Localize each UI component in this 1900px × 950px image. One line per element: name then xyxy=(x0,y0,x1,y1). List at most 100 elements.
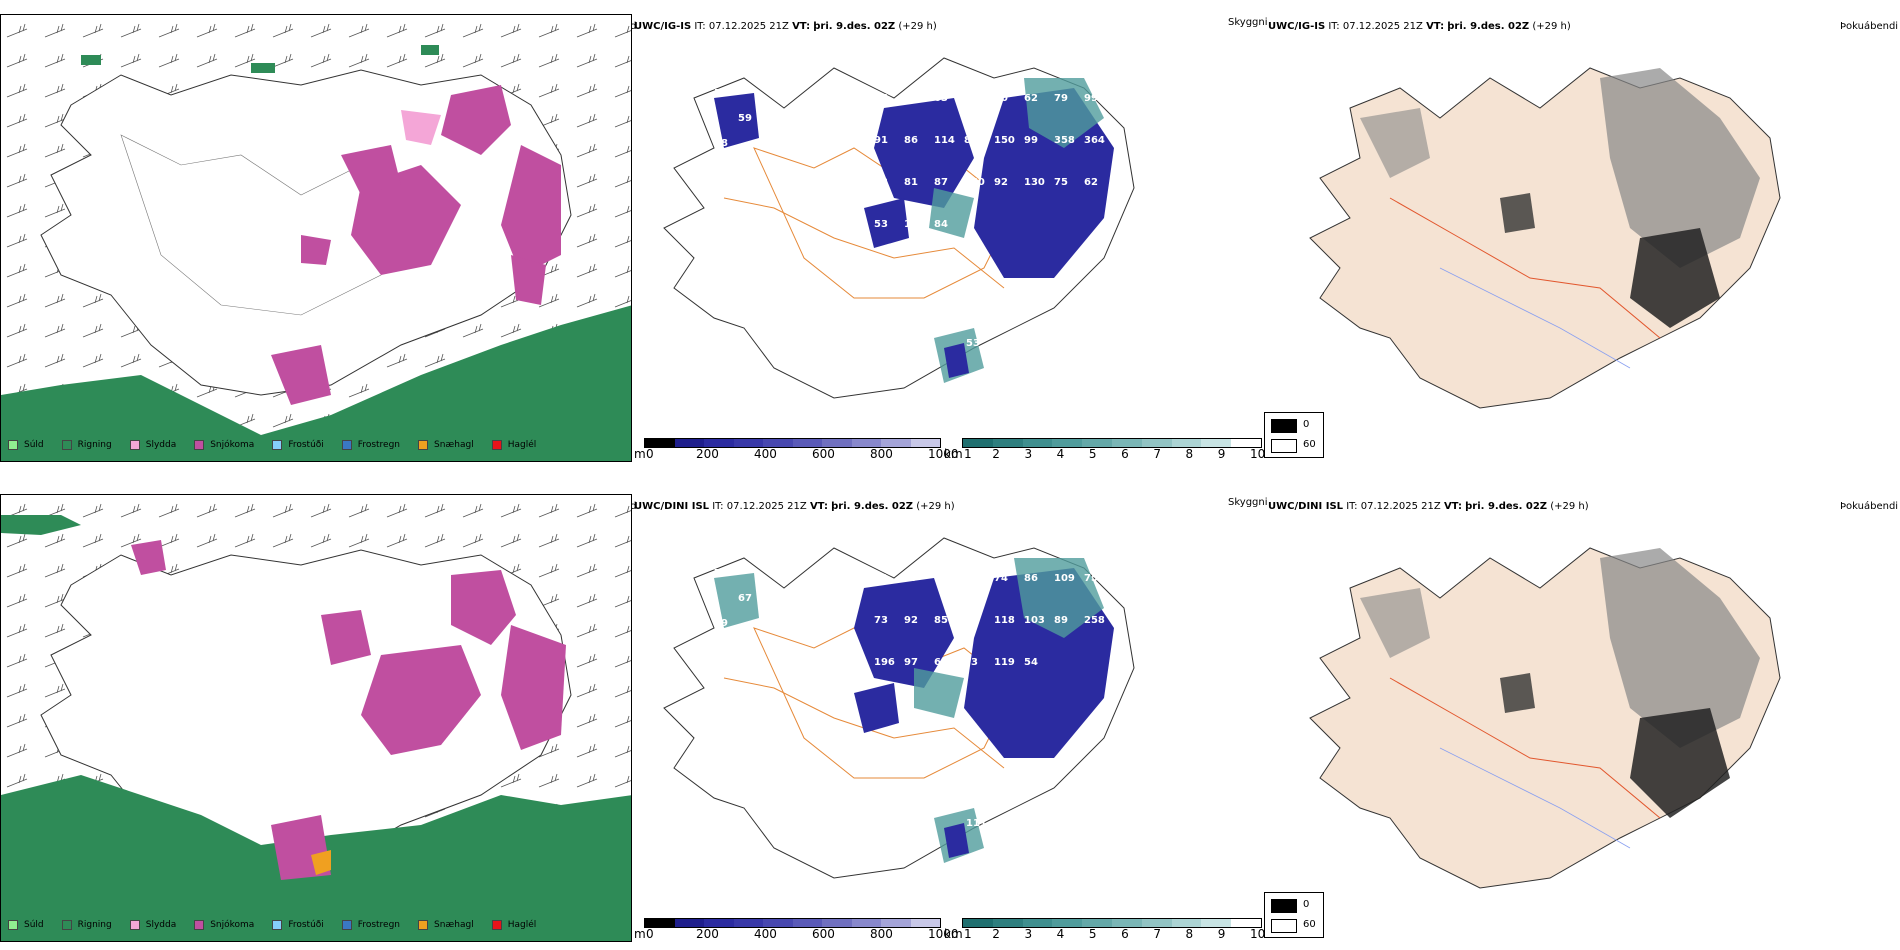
colorbar-segment xyxy=(645,919,675,927)
cloud-base-label: 90 xyxy=(964,573,978,584)
colorbar-tick: 4 xyxy=(1056,927,1065,941)
colorbar-tick: 0 xyxy=(646,447,654,461)
cloud-base-label: 364 xyxy=(1084,135,1105,146)
cloud-base-label: 86 xyxy=(1024,573,1038,584)
cloud-base-label: 103 xyxy=(1024,615,1045,626)
cloud-base-colorbar-row2: m 0 200 400 600 800 1000 xyxy=(634,918,959,942)
colorbar-segment xyxy=(763,439,793,447)
cloud-base-label: 81 xyxy=(904,177,918,188)
colorbar-segment xyxy=(1141,919,1172,927)
colorbar-segment xyxy=(992,439,1023,447)
colorbar-segment xyxy=(1141,439,1172,447)
cloud-base-label: 147 xyxy=(910,818,931,829)
cloud-base-label: 99 xyxy=(1024,135,1038,146)
header-visibility-row1: UWC/IG-IS IT: 07.12.2025 21Z VT: þri. 9.… xyxy=(634,21,937,32)
colorbar-tick: 5 xyxy=(1088,927,1097,941)
colorbar-segment xyxy=(792,919,822,927)
cloud-base-label: 59 xyxy=(738,113,752,124)
title-visibility-row1: Skyggni xyxy=(1228,17,1268,28)
colorbar-segment xyxy=(733,439,763,447)
row-2: UWC/DINI ISL IT: 07.12.2025 21Z VT: þri.… xyxy=(0,480,1900,950)
legend-slydda: Slydda xyxy=(129,440,176,450)
cloud-base-label: 62 xyxy=(1024,93,1038,104)
colorbar-tick: 2 xyxy=(992,927,1000,941)
cloud-base-label: 60 xyxy=(964,93,978,104)
colorbar-segment xyxy=(910,439,940,447)
fog-legend-row2: 0 60 xyxy=(1264,892,1324,938)
title-visibility-row2: Skyggni xyxy=(1228,497,1268,508)
colorbar-tick: 1 xyxy=(964,927,972,941)
cloud-base-label: 118 xyxy=(994,615,1015,626)
colorbar-tick: 8 xyxy=(1185,927,1194,941)
colorbar-tick: 8 xyxy=(1185,447,1194,461)
colorbar-segment xyxy=(1082,439,1112,447)
precip-legend-row1: Súld Rigning Slydda Snjókoma Frostúði Fr… xyxy=(8,440,554,450)
colorbar-tick: 5 xyxy=(1088,447,1097,461)
cloud-base-label: 92 xyxy=(904,615,918,626)
colorbar-segment xyxy=(1201,439,1232,447)
cloud-base-label: 55 xyxy=(910,338,924,349)
cloud-base-label: 196 xyxy=(874,657,895,668)
colorbar-segment xyxy=(704,439,734,447)
colorbar-tick: 6 xyxy=(1121,927,1129,941)
cloud-base-label: 625 xyxy=(934,657,955,668)
cloud-base-label: 248 xyxy=(882,788,903,799)
cloud-base-label: 98 xyxy=(714,138,728,149)
cloud-base-label: 150 xyxy=(994,135,1015,146)
precip-type-map-row1 xyxy=(0,14,632,462)
cloud-base-label: 65 xyxy=(934,573,948,584)
visibility-map-row1: 59 59 98 55 61 63 60 70 62 79 99 91 86 114 81 150 99 358 3… xyxy=(634,38,1234,428)
cloud-base-labels-row2: 70 67 69 51 57 65 90 74 86 109 75 73 92 85 68 118 103 89 2… xyxy=(634,518,1234,908)
colorbar-tick: 6 xyxy=(1121,447,1129,461)
colorbar-tick: 400 xyxy=(754,447,777,461)
cloud-base-label: 85 xyxy=(934,615,948,626)
cloud-base-label: 91 xyxy=(874,135,888,146)
cloud-base-label: 68 xyxy=(964,615,978,626)
colorbar-tick: 10 xyxy=(1250,447,1266,461)
header-fog-row1: UWC/IG-IS IT: 07.12.2025 21Z VT: þri. 9.… xyxy=(1268,21,1571,32)
colorbar-tick: 1000 xyxy=(928,927,959,941)
cloud-base-label: 87 xyxy=(934,177,948,188)
colorbar-tick: 7 xyxy=(1153,927,1161,941)
colorbar-segment xyxy=(822,439,852,447)
colorbar-segment xyxy=(992,919,1023,927)
colorbar-segment xyxy=(733,919,763,927)
cloud-base-label: 216 xyxy=(882,308,903,319)
cloud-base-label: 111 xyxy=(854,338,875,349)
title-fog-row1: Þokuábendi xyxy=(1840,21,1899,32)
colorbar-segment xyxy=(1231,919,1261,927)
colorbar-tick: 800 xyxy=(870,447,893,461)
colorbar-segment xyxy=(851,919,881,927)
cloud-base-label: 74 xyxy=(994,573,1008,584)
colorbar-segment xyxy=(792,439,822,447)
legend-haglel: Haglél xyxy=(491,440,536,450)
colorbar-tick: 400 xyxy=(754,927,777,941)
legend-haglel: Haglél xyxy=(491,920,536,930)
colorbar-segment xyxy=(704,919,734,927)
colorbar-segment xyxy=(1052,919,1083,927)
cloud-base-label: 119 xyxy=(994,657,1015,668)
cloud-base-label: 89 xyxy=(1054,615,1068,626)
cloud-base-label: 62 xyxy=(1084,177,1098,188)
cloud-base-label: 75 xyxy=(1084,573,1098,584)
cloud-base-label: 79 xyxy=(1054,93,1068,104)
legend-snjokoma: Snjókoma xyxy=(194,440,254,450)
cloud-base-unit: m xyxy=(634,447,646,461)
colorbar-segment xyxy=(963,439,993,447)
cloud-base-label: 86 xyxy=(904,135,918,146)
colorbar-tick: 2 xyxy=(992,447,1000,461)
cloud-base-label: 53 xyxy=(874,219,888,230)
row-1: UWC/IG-IS IT: 07.12.2025 21Z VT: þri. 9.… xyxy=(0,0,1900,470)
cloud-base-labels-row1: 59 59 98 55 61 63 60 70 62 79 99 91 86 114 81 150 99 358 3… xyxy=(634,38,1234,428)
legend-slydda: Slydda xyxy=(129,920,176,930)
colorbar-segment xyxy=(822,919,852,927)
cloud-base-label: 55 xyxy=(854,818,868,829)
cloud-base-label: 73 xyxy=(874,615,888,626)
legend-snjokoma: Snjókoma xyxy=(194,920,254,930)
colorbar-segment xyxy=(763,919,793,927)
colorbar-tick: 1000 xyxy=(928,447,959,461)
colorbar-segment xyxy=(1052,439,1083,447)
fog-legend-row1: 0 60 xyxy=(1264,412,1324,458)
cloud-base-label: 61 xyxy=(904,93,918,104)
colorbar-segment xyxy=(910,919,940,927)
